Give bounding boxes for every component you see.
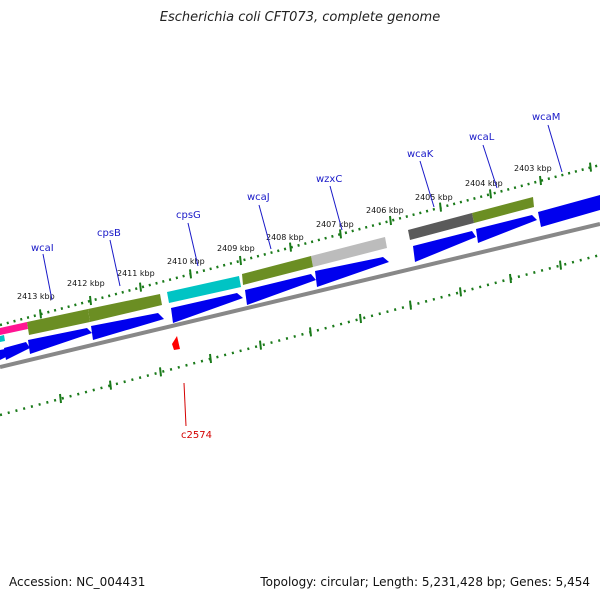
ruler-tick: [39, 309, 42, 319]
feature-wzxC[interactable]: [311, 237, 387, 267]
ruler-tick: [539, 175, 542, 186]
feature-wcaI[interactable]: [27, 309, 90, 335]
ruler-tick: [209, 353, 212, 364]
tick-label: 2413 kbp: [17, 292, 55, 301]
gene-label-wcaI[interactable]: wcaI: [31, 243, 54, 254]
tick-label: 2408 kbp: [266, 233, 304, 242]
cds-arrow-1[interactable]: [538, 195, 600, 227]
tick-label: 2412 kbp: [67, 279, 105, 288]
ruler-tick: [439, 202, 442, 212]
ruler-tick: [509, 273, 512, 284]
feature-cpsB[interactable]: [88, 294, 162, 322]
tick-label: 2409 kbp: [217, 244, 255, 253]
ruler-tick: [559, 260, 562, 270]
cds-arrow-9[interactable]: [4, 342, 30, 360]
feature-cyan-left[interactable]: [0, 335, 5, 342]
ruler-tick: [309, 327, 312, 337]
tick-label: 2406 kbp: [366, 206, 404, 215]
gene-label-wzxC[interactable]: wzxC: [316, 174, 342, 185]
ruler-tick: [139, 282, 142, 292]
gene-label-wcaL[interactable]: wcaL: [469, 132, 495, 143]
gene-label-c2574[interactable]: c2574: [181, 430, 212, 441]
feature-track: [0, 197, 534, 342]
gene-label-leader: [329, 185, 343, 231]
cds-arrow-2[interactable]: [476, 215, 537, 243]
feature-wcaK[interactable]: [408, 213, 474, 240]
ruler-major-ticks: [39, 162, 592, 404]
gene-label-leader: [42, 253, 53, 301]
ruler-tick: [459, 287, 462, 297]
gene-labels: wcaM wcaL wcaK wzxC wcaJ cpsG cpsB wcaI c2574: [31, 112, 563, 441]
cds-arrow-6[interactable]: [171, 293, 243, 323]
cds-arrow-4[interactable]: [315, 257, 389, 287]
ruler-tick: [389, 215, 392, 226]
ruler-tick: [59, 393, 62, 404]
tick-labels: 2403 kbp 2404 kbp 2405 kbp 2406 kbp 2407 kbp…: [17, 164, 552, 301]
ruler-tick: [89, 295, 92, 306]
gene-label-wcaK[interactable]: wcaK: [407, 149, 434, 160]
ruler-tick: [189, 269, 192, 279]
gene-label-leader: [109, 239, 121, 287]
ruler-tick: [109, 380, 112, 390]
tick-label: 2403 kbp: [514, 164, 552, 173]
gene-label-wcaJ[interactable]: wcaJ: [247, 192, 270, 203]
gene-label-wcaM[interactable]: wcaM: [532, 112, 560, 123]
gene-label-leader: [419, 160, 435, 208]
gene-label-leader: [187, 222, 199, 267]
ruler-tick: [289, 242, 292, 252]
ruler-tick: [339, 229, 342, 239]
cds-arrow-8[interactable]: [28, 328, 92, 354]
gene-label-leader: [258, 204, 272, 250]
gene-label-leader: [183, 382, 187, 427]
ruler-tick: [259, 340, 262, 350]
feature-cpsG[interactable]: [167, 276, 241, 303]
gene-label-leader: [482, 144, 498, 189]
feature-c2574[interactable]: [172, 336, 180, 350]
gene-label-leader: [547, 124, 563, 173]
feature-wcaM[interactable]: [472, 197, 534, 223]
ruler-tick: [409, 300, 412, 310]
feature-magenta[interactable]: [0, 322, 28, 335]
tick-label: 2405 kbp: [415, 193, 453, 202]
genome-summary: Topology: circular; Length: 5,231,428 bp…: [260, 575, 590, 589]
cds-arrow-5[interactable]: [245, 274, 316, 305]
ruler-tick: [589, 162, 592, 172]
cds-arrow-7[interactable]: [91, 313, 164, 340]
feature-wcaJ[interactable]: [242, 256, 313, 285]
ruler-tick: [159, 367, 162, 377]
tick-label: 2410 kbp: [167, 257, 205, 266]
ruler-tick: [489, 189, 492, 199]
accession-label: Accession: NC_004431: [9, 575, 146, 589]
cds-arrow-3[interactable]: [413, 231, 476, 262]
map-title: Escherichia coli CFT073, complete genome: [159, 10, 441, 25]
gene-label-cpsB[interactable]: cpsB: [97, 228, 121, 239]
genome-backbone: [0, 222, 600, 369]
tick-label: 2411 kbp: [117, 269, 155, 278]
gene-label-cpsG[interactable]: cpsG: [176, 210, 201, 221]
cds-arrow-10[interactable]: [0, 349, 6, 360]
ruler-tick: [359, 313, 362, 324]
ruler-tick: [239, 255, 242, 266]
cds-track: [0, 195, 600, 360]
tick-label: 2404 kbp: [465, 179, 503, 188]
tick-label: 2407 kbp: [316, 220, 354, 229]
